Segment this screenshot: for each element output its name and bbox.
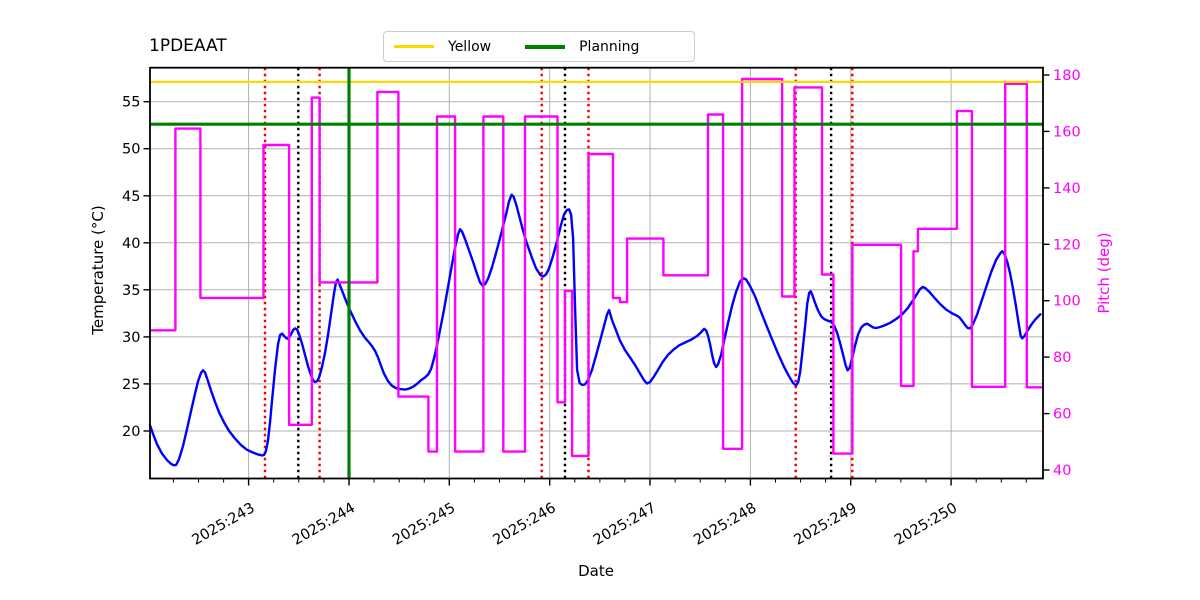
- horizontal-reference-lines: [150, 67, 1043, 479]
- x-tick-label: 2025:249: [792, 500, 860, 549]
- temperature-series: [148, 193, 1042, 467]
- y-left-tick-label: 20: [122, 424, 140, 440]
- x-tick-label: 2025:244: [290, 500, 358, 549]
- y-axis-label-temperature: Temperature (°C): [89, 205, 107, 335]
- y-right-tick-label: 100: [1053, 294, 1081, 310]
- y-left-tick-label: 55: [122, 95, 140, 111]
- x-tick-label: 2025:246: [491, 500, 559, 549]
- legend-label-yellow: Yellow: [448, 38, 492, 55]
- temperature-line: [148, 193, 1042, 467]
- y-right-tick-label: 80: [1053, 350, 1071, 366]
- legend-label-planning: Planning: [579, 38, 640, 55]
- y-axis-label-pitch: Pitch (deg): [1095, 232, 1113, 314]
- y-right-tick-label: 180: [1053, 68, 1081, 84]
- legend-item-yellow: Yellow: [394, 39, 491, 55]
- frame: [149, 66, 1044, 480]
- x-tick-label: 2025:248: [691, 500, 759, 549]
- plot-frame: [149, 66, 1044, 480]
- y-left-tick-label: 45: [122, 189, 140, 205]
- y-right-tick-label: 160: [1053, 124, 1081, 140]
- y-right-tick-label: 120: [1053, 237, 1081, 253]
- x-tick-label: 2025:243: [189, 500, 257, 549]
- y-left-tick-label: 40: [122, 236, 140, 252]
- x-tick-label: 2025:247: [591, 500, 659, 549]
- y-left-tick-label: 30: [122, 330, 140, 346]
- x-axis-label-date: Date: [578, 562, 614, 580]
- legend-item-planning: Planning: [525, 39, 639, 55]
- y-left-tick-label: 35: [122, 283, 140, 299]
- x-tick-label: 2025:250: [892, 500, 960, 549]
- grid-lines: [150, 67, 1043, 479]
- chart-title: 1PDEAAT: [149, 36, 227, 56]
- x-tick-label: 2025:245: [390, 500, 458, 549]
- y-left-tick-label: 50: [122, 142, 140, 158]
- pitch-step-line: [150, 77, 1043, 458]
- y-right-tick-label: 40: [1053, 463, 1071, 479]
- axis-ticks: [143, 74, 1050, 486]
- planning-line-sample: [525, 44, 566, 49]
- yellow-line-sample: [394, 45, 434, 48]
- y-left-tick-label: 25: [122, 377, 140, 393]
- y-right-tick-label: 140: [1053, 181, 1081, 197]
- y-right-tick-label: 60: [1053, 407, 1071, 423]
- pitch-series: [150, 77, 1043, 458]
- legend: Yellow Planning: [383, 31, 695, 62]
